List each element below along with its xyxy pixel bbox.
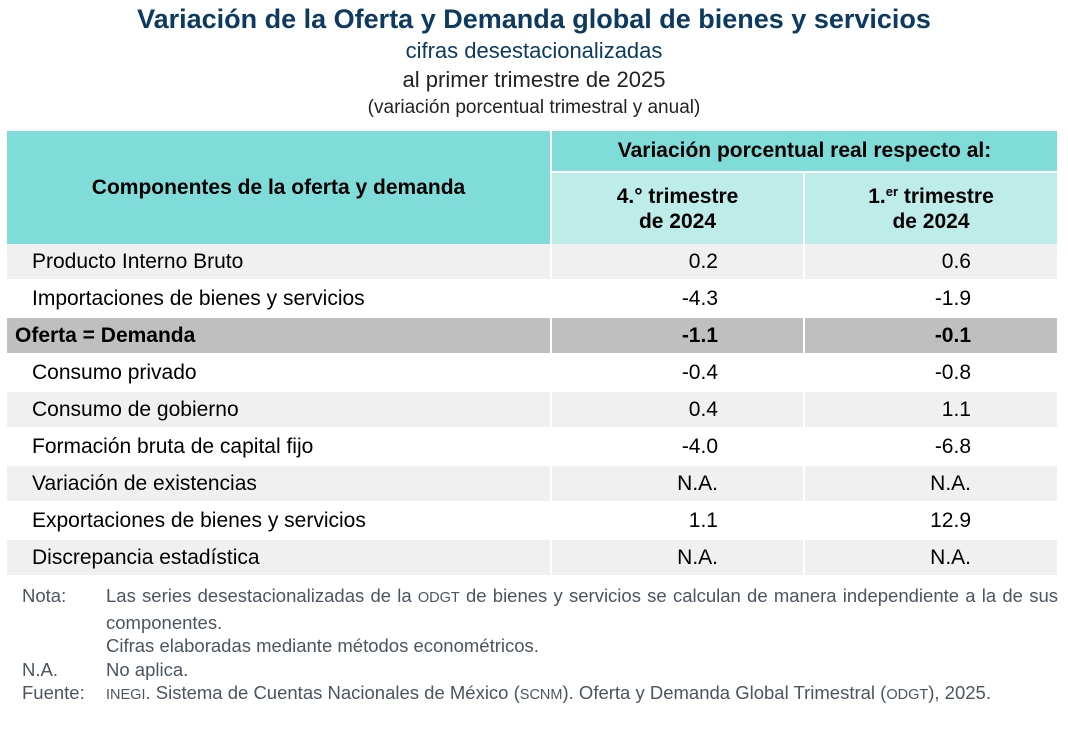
row-label: Consumo privado bbox=[7, 355, 550, 390]
note-methods: Cifras elaboradas mediante métodos econo… bbox=[22, 634, 1058, 658]
period-label: al primer trimestre de 2025 bbox=[402, 67, 666, 92]
footnotes: Nota: Las series desestacionalizadas de … bbox=[22, 584, 1058, 708]
row-label: Oferta = Demanda bbox=[7, 318, 550, 353]
header-q4-2024: 4.° trimestre de 2024 bbox=[552, 173, 803, 244]
value-q4: -1.1 bbox=[552, 318, 803, 353]
value-q4: 0.2 bbox=[552, 244, 803, 279]
table-row: Consumo de gobierno 0.4 1.1 bbox=[7, 392, 1057, 427]
note-nota: Nota: Las series desestacionalizadas de … bbox=[22, 584, 1058, 634]
table-body: Producto Interno Bruto 0.2 0.6 Importaci… bbox=[7, 244, 1057, 577]
value-q1: N.A. bbox=[805, 466, 1057, 501]
value-q4: -0.4 bbox=[552, 355, 803, 390]
header-q1-rest: trimestre bbox=[898, 184, 994, 208]
table-row: Producto Interno Bruto 0.2 0.6 bbox=[7, 244, 1057, 279]
note-text-part: de bienes y servicios se calculan de man… bbox=[106, 585, 1058, 633]
note-text-part: Las series desestacionalizadas de la bbox=[106, 585, 418, 606]
note-key: Nota: bbox=[22, 585, 67, 606]
row-label: Exportaciones de bienes y servicios bbox=[7, 503, 550, 538]
header-components: Componentes de la oferta y demanda bbox=[7, 131, 550, 244]
note-text: Cifras elaboradas mediante métodos econo… bbox=[106, 635, 539, 656]
row-label: Variación de existencias bbox=[7, 466, 550, 501]
table-row: Formación bruta de capital fijo -4.0 -6.… bbox=[7, 429, 1057, 464]
header-q4-line2: de 2024 bbox=[638, 209, 717, 233]
value-q1: N.A. bbox=[805, 540, 1057, 575]
table-row: Consumo privado -0.4 -0.8 bbox=[7, 355, 1057, 390]
value-q4: N.A. bbox=[552, 540, 803, 575]
note-text: No aplica. bbox=[106, 658, 189, 680]
header-q1-line2: de 2024 bbox=[892, 209, 970, 233]
abbr-inegi: INEGI bbox=[106, 687, 146, 703]
value-q4: 1.1 bbox=[552, 503, 803, 538]
table-row-total: Oferta = Demanda -1.1 -0.1 bbox=[7, 318, 1057, 353]
value-q1: -6.8 bbox=[805, 429, 1057, 464]
note-text-part: ). Oferta y Demanda Global Trimestral ( bbox=[562, 682, 887, 703]
value-q1: 0.6 bbox=[805, 244, 1057, 279]
unit-note: (variación porcentual trimestral y anual… bbox=[367, 97, 701, 118]
note-key: N.A. bbox=[22, 658, 58, 680]
value-q1: 12.9 bbox=[805, 503, 1057, 538]
value-q1: -0.1 bbox=[805, 318, 1057, 353]
page-title: Variación de la Oferta y Demanda global … bbox=[137, 4, 931, 34]
abbr-odgt: ODGT bbox=[886, 687, 929, 703]
value-q4: -4.0 bbox=[552, 429, 803, 464]
value-q4: -4.3 bbox=[552, 281, 803, 316]
header-q1-2024: 1.er trimestre de 2024 bbox=[805, 173, 1057, 244]
note-na: N.A. No aplica. bbox=[22, 658, 1058, 682]
table-row: Importaciones de bienes y servicios -4.3… bbox=[7, 281, 1057, 316]
row-label: Importaciones de bienes y servicios bbox=[7, 281, 550, 316]
note-source: Fuente: INEGI. Sistema de Cuentas Nacion… bbox=[22, 681, 1058, 708]
value-q4: N.A. bbox=[552, 466, 803, 501]
value-q1: -1.9 bbox=[805, 281, 1057, 316]
row-label: Discrepancia estadística bbox=[7, 540, 550, 575]
table-row: Exportaciones de bienes y servicios 1.1 … bbox=[7, 503, 1057, 538]
header-q1-num: 1. bbox=[868, 184, 886, 208]
note-text: Las series desestacionalizadas de la ODG… bbox=[106, 584, 1058, 634]
note-text: INEGI. Sistema de Cuentas Nacionales de … bbox=[106, 681, 1058, 708]
abbr-odgt: ODGT bbox=[417, 590, 460, 606]
value-q1: 1.1 bbox=[805, 392, 1057, 427]
row-label: Formación bruta de capital fijo bbox=[7, 429, 550, 464]
table-row: Variación de existencias N.A. N.A. bbox=[7, 466, 1057, 501]
subtitle: cifras desestacionalizadas bbox=[405, 38, 663, 63]
row-label: Producto Interno Bruto bbox=[7, 244, 550, 279]
row-label: Consumo de gobierno bbox=[7, 392, 550, 427]
note-text-part: ), 2025. bbox=[928, 682, 991, 703]
note-key: Fuente: bbox=[22, 682, 85, 703]
table-row: Discrepancia estadística N.A. N.A. bbox=[7, 540, 1057, 575]
note-text-part: . Sistema de Cuentas Nacionales de Méxic… bbox=[145, 682, 520, 703]
header-q4-line1: 4.° trimestre bbox=[616, 184, 739, 208]
header-q1-sup: er bbox=[885, 183, 899, 199]
value-q4: 0.4 bbox=[552, 392, 803, 427]
header-q1-line1: 1.er trimestre bbox=[868, 184, 994, 209]
value-q1: -0.8 bbox=[805, 355, 1057, 390]
header-variation-group: Variación porcentual real respecto al: bbox=[552, 131, 1057, 171]
abbr-scnm: SCNM bbox=[519, 687, 563, 703]
